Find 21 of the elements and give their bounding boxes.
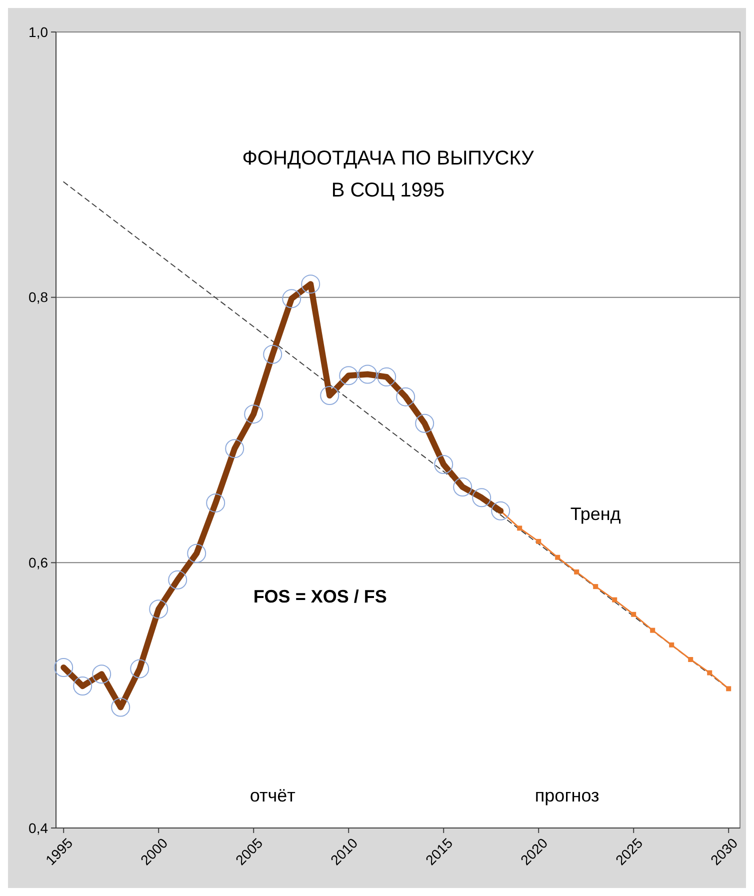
point xyxy=(650,628,656,633)
point xyxy=(612,597,618,602)
point xyxy=(669,642,674,648)
point xyxy=(688,657,694,662)
annotation: FOS = XOS / FS xyxy=(253,586,387,606)
point xyxy=(593,584,598,590)
text: ФОНДООТДАЧА ПО ВЫПУСКУ В СОЦ 1995 xyxy=(242,148,534,202)
point xyxy=(574,569,580,574)
annotation: прогноз xyxy=(534,785,600,806)
y-tick-label: 0,6 xyxy=(28,554,48,571)
y-tick-label: 0,4 xyxy=(28,820,48,836)
y-tick-label: 1,0 xyxy=(28,24,48,40)
point xyxy=(726,686,732,692)
point xyxy=(517,526,522,531)
y-tick-label: 0,8 xyxy=(28,289,48,306)
annotation: отчёт xyxy=(250,785,296,806)
point xyxy=(631,612,636,617)
annotation: Тренд xyxy=(570,504,622,524)
point xyxy=(555,554,560,560)
point xyxy=(707,670,712,676)
point xyxy=(536,538,542,544)
